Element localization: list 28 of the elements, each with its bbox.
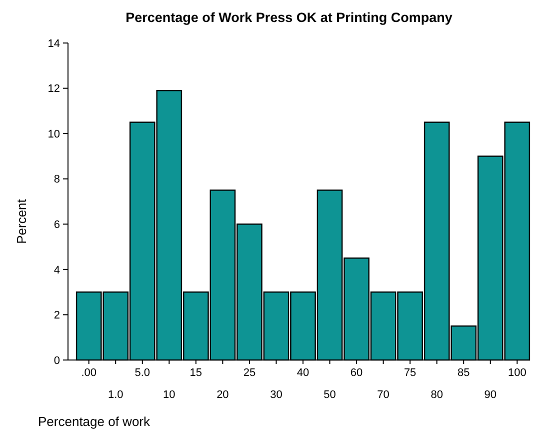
- x-tick-label: 70: [377, 389, 390, 401]
- x-tick-label: 15: [190, 367, 202, 379]
- chart-title: Percentage of Work Press OK at Printing Company: [126, 10, 453, 25]
- y-tick-label: 12: [48, 83, 60, 96]
- x-tick-label: 90: [484, 389, 497, 401]
- x-tick-label: 10: [163, 389, 176, 401]
- y-tick-label: 8: [54, 174, 60, 186]
- x-tick-label: 1.0: [108, 389, 124, 401]
- x-tick-label: .00: [81, 367, 96, 379]
- y-tick-label: 2: [54, 310, 60, 322]
- x-tick-label: 20: [216, 389, 229, 401]
- x-tick-label: 100: [508, 367, 526, 379]
- y-tick-label: 10: [48, 128, 60, 140]
- x-tick-label: 40: [296, 367, 310, 379]
- y-axis-title: Percent: [14, 198, 29, 244]
- x-tick-label: 25: [243, 367, 256, 379]
- y-tick-label: 0: [54, 354, 60, 367]
- x-tick-label: 60: [350, 367, 363, 379]
- y-tick-label: 6: [54, 218, 60, 231]
- y-tick-label: 4: [54, 264, 60, 276]
- y-tick-label: 14: [48, 38, 60, 50]
- x-tick-label: 80: [430, 389, 443, 401]
- x-axis-title: Percentage of work: [38, 414, 151, 429]
- x-tick-label: 30: [270, 389, 282, 401]
- x-tick-label: 5.0: [134, 367, 150, 379]
- x-tick-label: 75: [404, 367, 416, 379]
- x-tick-label: 85: [457, 367, 470, 379]
- x-tick-label: 50: [324, 389, 336, 401]
